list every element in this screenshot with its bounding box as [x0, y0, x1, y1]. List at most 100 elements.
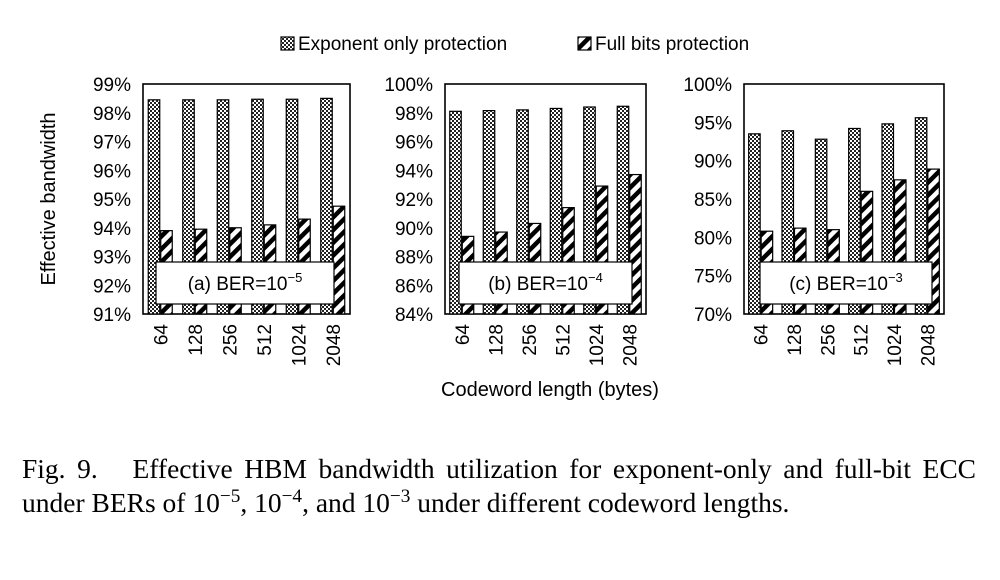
bar-exponent: [781, 130, 795, 315]
x-tick-label: 512: [255, 324, 276, 356]
caption-power-1-exp: −5: [219, 485, 241, 507]
y-tick-label: 95%: [694, 113, 732, 134]
legend-swatch-exponent: [280, 36, 295, 51]
y-tick-label: 70%: [694, 305, 732, 326]
caption-power-1: 10−5: [192, 487, 240, 518]
bar-exponent: [848, 127, 861, 315]
bar-exponent: [251, 98, 264, 315]
y-tick-label: 96%: [93, 161, 131, 182]
x-tick-label: 1024: [885, 324, 906, 367]
caption-power-2-base: 10: [254, 487, 282, 518]
y-tick-label: 91%: [93, 305, 131, 326]
caption-sep-2: , and: [302, 487, 363, 518]
x-tick-label: 256: [818, 324, 839, 356]
x-tick-label: 2048: [918, 324, 939, 366]
y-tick-label: 97%: [93, 133, 131, 154]
legend: Exponent only protection Full bits prote…: [280, 34, 749, 55]
caption-power-2: 10−4: [254, 487, 302, 518]
figure-caption: Fig. 9. Effective HBM bandwidth utilizat…: [22, 452, 976, 520]
annotation-label: (a) BER=10−5: [188, 270, 303, 295]
y-tick-label: 99%: [93, 75, 131, 96]
y-tick-label: 80%: [694, 228, 732, 249]
bar-exponent: [147, 99, 161, 315]
x-tick-label: 256: [220, 324, 241, 356]
y-tick-label: 100%: [683, 75, 732, 96]
bar-exponent: [516, 109, 529, 315]
caption-power-3-exp: −3: [389, 485, 411, 507]
bar-exponent: [320, 97, 333, 315]
legend-label-full: Full bits protection: [595, 34, 749, 55]
bar-full: [860, 190, 874, 315]
annotation-label: (b) BER=10−4: [488, 270, 603, 295]
y-axis-title: Effective bandwidth: [38, 112, 60, 285]
y-tick-label: 98%: [395, 104, 433, 125]
x-tick-label: 1024: [289, 324, 310, 367]
y-tick-label: 90%: [694, 152, 732, 173]
y-tick-label: 93%: [93, 248, 131, 269]
annotation-box: [759, 261, 933, 305]
x-tick-label: 64: [453, 324, 474, 346]
bar-exponent: [482, 109, 496, 315]
plot-frame: [142, 83, 351, 315]
x-tick-label: 512: [553, 324, 574, 356]
x-tick-label: 256: [520, 324, 541, 356]
caption-power-3: 10−3: [362, 487, 410, 518]
caption-body-2: under different codeword lengths.: [410, 487, 790, 518]
plot-frame: [444, 83, 647, 315]
bar-full: [332, 205, 346, 315]
bandwidth-figure: Exponent only protection Full bits prote…: [38, 34, 945, 401]
bar-full: [562, 207, 575, 315]
y-tick-label: 92%: [395, 190, 433, 211]
bar-exponent: [285, 98, 299, 315]
y-tick-label: 90%: [395, 219, 433, 240]
y-tick-label: 92%: [93, 276, 131, 297]
x-tick-label: 64: [752, 324, 773, 346]
x-tick-label: 512: [852, 324, 873, 356]
caption-power-2-exp: −4: [281, 485, 303, 507]
annotation-base: (c) BER=10: [789, 274, 888, 295]
caption-body-1: Effective HBM bandwidth utilization for …: [22, 453, 977, 518]
annotation-box: [458, 261, 633, 305]
annotation-exponent: −4: [588, 270, 603, 285]
y-tick-label: 84%: [395, 305, 433, 326]
y-tick-label: 85%: [694, 190, 732, 211]
bar-exponent: [881, 123, 895, 315]
plot-frame: [743, 83, 945, 315]
bar-exponent: [814, 138, 828, 315]
caption-power-1-base: 10: [192, 487, 220, 518]
x-tick-label: 64: [151, 324, 172, 346]
bar-exponent: [449, 110, 462, 315]
x-tick-label: 1024: [587, 324, 608, 367]
x-tick-label: 2048: [324, 324, 345, 366]
bar-exponent: [914, 117, 928, 315]
bar-exponent: [549, 107, 563, 315]
y-tick-label: 86%: [395, 276, 433, 297]
caption-prefix: Fig. 9.: [22, 453, 98, 484]
bar-exponent: [216, 99, 230, 315]
y-tick-label: 96%: [395, 133, 433, 154]
y-tick-label: 94%: [93, 219, 131, 240]
bar-exponent: [616, 105, 630, 315]
bar-exponent: [748, 133, 761, 315]
annotation-base: (a) BER=10: [188, 274, 288, 295]
panel-c: 70% 75% 80% 85% 90% 95% 100% 64 128 256 512 1024 204…: [683, 75, 945, 367]
y-tick-label: 100%: [384, 75, 433, 96]
bar-exponent: [583, 106, 596, 315]
caption-power-3-base: 10: [362, 487, 390, 518]
bar-exponent: [182, 99, 195, 315]
y-tick-label: 95%: [93, 190, 131, 211]
annotation-exponent: −3: [888, 270, 903, 285]
annotation-base: (b) BER=10: [488, 274, 588, 295]
y-tick-label: 94%: [395, 161, 433, 182]
legend-swatch-full: [577, 36, 592, 51]
bar-full: [927, 168, 940, 315]
x-tick-label: 128: [186, 324, 207, 356]
y-tick-label: 88%: [395, 248, 433, 269]
bar-full: [629, 173, 642, 315]
x-tick-label: 128: [785, 324, 806, 356]
panel-b: 84% 86% 88% 90% 92% 94% 96% 98% 100% 64 128 256 512 1…: [384, 75, 647, 367]
x-tick-label: 128: [486, 324, 507, 356]
x-axis-title: Codeword length (bytes): [441, 379, 659, 401]
annotation-label: (c) BER=10−3: [789, 270, 903, 295]
y-tick-label: 98%: [93, 104, 131, 125]
